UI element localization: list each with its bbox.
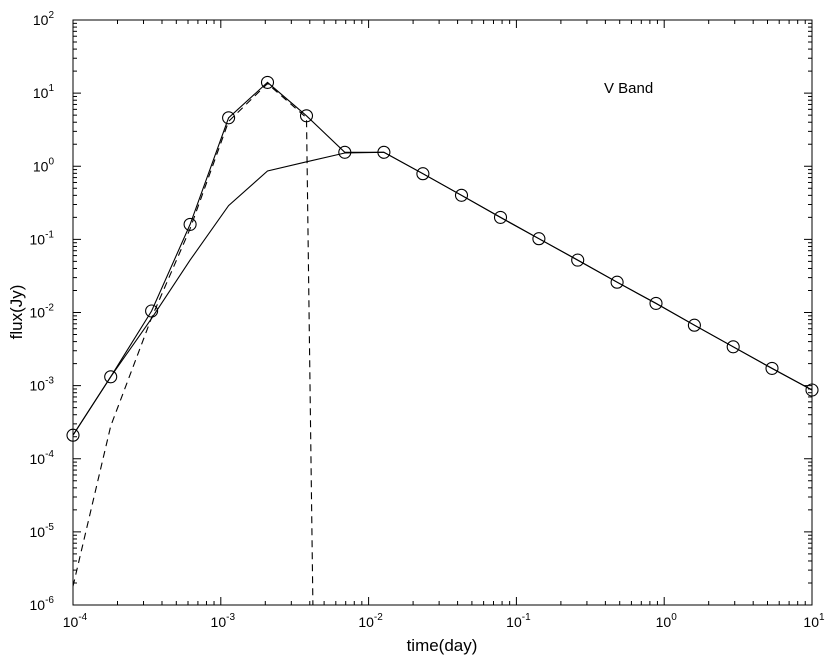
y-tick-label: 101 bbox=[33, 83, 55, 101]
series-line-1 bbox=[72, 81, 813, 436]
y-tick-label: 10-2 bbox=[30, 303, 55, 321]
data-point-circle bbox=[687, 318, 701, 332]
data-point-circle bbox=[649, 296, 663, 310]
data-point-circle bbox=[805, 383, 819, 397]
data-point-circle bbox=[454, 188, 469, 202]
data-point-circle bbox=[765, 361, 779, 375]
data-point-circle bbox=[104, 370, 118, 384]
y-tick-label: 100 bbox=[33, 156, 55, 174]
series-group bbox=[66, 75, 819, 606]
ticks bbox=[72, 19, 813, 606]
data-point-circle bbox=[260, 75, 275, 89]
y-tick-label: 10-6 bbox=[30, 595, 55, 613]
y-tick-label: 10-4 bbox=[30, 449, 55, 467]
annotation-label: V Band bbox=[604, 80, 653, 97]
data-point-circle bbox=[66, 428, 80, 442]
x-tick-label: 10-2 bbox=[358, 612, 383, 630]
data-point-circle bbox=[493, 210, 508, 224]
y-axis-title: flux(Jy) bbox=[7, 285, 26, 340]
x-axis-title: time(day) bbox=[407, 636, 478, 655]
series-line-3 bbox=[72, 82, 314, 606]
x-tick-label: 10-4 bbox=[63, 612, 88, 630]
data-point-circle bbox=[532, 232, 546, 246]
x-tick-label: 100 bbox=[656, 612, 678, 630]
plot-frame bbox=[72, 19, 813, 606]
data-point-circle bbox=[338, 145, 352, 159]
y-tick-label: 10-3 bbox=[30, 376, 55, 394]
tick-labels: 10-4 10-3 10-2 10-1 100 101 10-6 10-5 10-4 10-3 10… bbox=[30, 10, 825, 630]
x-tick-label: 10-3 bbox=[211, 612, 236, 630]
data-point-circle bbox=[222, 111, 236, 125]
y-tick-label: 10-1 bbox=[30, 229, 55, 247]
data-point-circle bbox=[183, 217, 197, 231]
x-tick-label: 101 bbox=[803, 612, 825, 630]
y-tick-label: 102 bbox=[33, 10, 55, 28]
data-point-circle bbox=[416, 167, 430, 181]
data-point-circle bbox=[571, 253, 585, 267]
data-point-circle bbox=[610, 275, 624, 289]
y-tick-label: 10-5 bbox=[30, 522, 55, 540]
series-line-2 bbox=[72, 151, 813, 436]
x-tick-label: 10-1 bbox=[506, 612, 531, 630]
data-point-circle bbox=[726, 340, 740, 354]
